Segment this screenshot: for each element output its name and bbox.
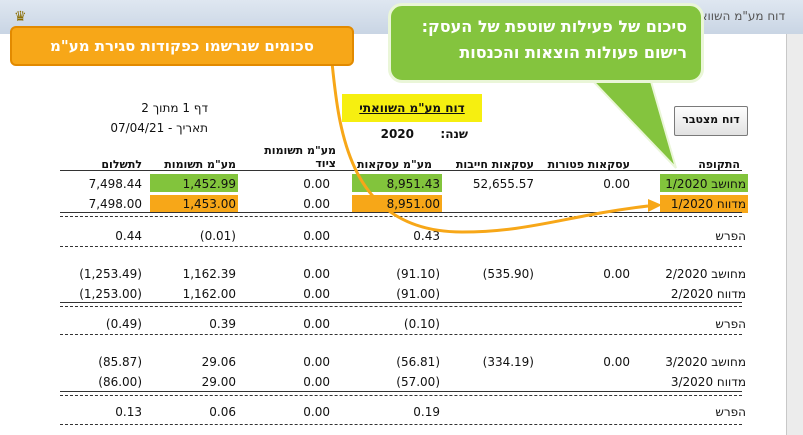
col-period: התקופה: [698, 158, 740, 171]
r2-calc-vat-sales: (91.10): [396, 267, 440, 281]
page-info: דף 1 מתוך 2: [141, 101, 208, 115]
r2-calc-vat-inputs: 1,162.39: [182, 267, 236, 281]
col-to-pay: לתשלום: [101, 158, 142, 171]
r1-diff-vat-inputs: (0.01): [199, 229, 236, 243]
r2-rep-vat-sales: (91.00): [396, 287, 440, 301]
r1-calc-vat-sales: 8,951.43: [386, 177, 440, 191]
r3-dash-bottom: [60, 424, 742, 425]
r3-calc-vat-sales: (56.81): [396, 355, 440, 369]
r2-rep-to-pay: (1,253.00): [79, 287, 142, 301]
r2-diff-to-pay: (0.49): [105, 317, 142, 331]
green-callout-line1: סיכום של פעילות שוטפת של העסק:: [421, 17, 687, 36]
r1-dash-bottom: [60, 246, 742, 247]
col-vat-inputs: מע"מ תשומות: [164, 158, 236, 171]
report-date: תאריך - 07/04/21: [110, 121, 208, 135]
window-title: דוח מע"מ השוואתי: [688, 9, 785, 23]
header-underline: [60, 170, 742, 171]
r3-rep-vat-inputs: 29.00: [201, 375, 236, 389]
r3-calc-exempt: 0.00: [603, 355, 630, 369]
r3-underline: [60, 391, 742, 392]
highlight-r1-period: [660, 174, 748, 192]
r2-calc-period: מחושב 2/2020: [665, 267, 746, 281]
r1-rep-vat-equipment: 0.00: [303, 197, 330, 211]
r1-rep-vat-sales: 8,951.00: [386, 197, 440, 211]
year-label: שנה:: [440, 127, 468, 141]
r1-calc-vat-inputs: 1,452.99: [182, 177, 236, 191]
green-callout-line2: רישום פעולות הוצאות והכנסות: [459, 43, 687, 62]
r2-diff-vat-inputs: 0.39: [209, 317, 236, 331]
r3-diff-label: הפרש: [715, 405, 746, 419]
r3-rep-period: מדווח 3/2020: [670, 375, 746, 389]
r2-calc-vat-equipment: 0.00: [303, 267, 330, 281]
r2-rep-period: מדווח 2/2020: [670, 287, 746, 301]
r1-dash-top: [60, 216, 742, 217]
app-icon: ♛: [14, 9, 27, 25]
r1-rep-to-pay: 7,498.00: [88, 197, 142, 211]
col-vat-equipment: מע"מ תשומות ציוד: [264, 144, 336, 170]
r3-calc-vat-equipment: 0.00: [303, 355, 330, 369]
r3-diff-vat-sales: 0.19: [413, 405, 440, 419]
r3-calc-period: מחושב 3/2020: [665, 355, 746, 369]
r2-underline: [60, 302, 742, 303]
r1-diff-vat-equipment: 0.00: [303, 229, 330, 243]
highlight-r1r-period: [660, 195, 748, 213]
year-value: 2020: [380, 127, 414, 141]
r2-calc-exempt: 0.00: [603, 267, 630, 281]
r1-calc-exempt: 0.00: [603, 177, 630, 191]
r3-rep-vat-sales: (57.00): [396, 375, 440, 389]
r1-calc-period: מחושב 1/2020: [665, 177, 746, 191]
cumulative-report-button[interactable]: דוח מצטבר: [674, 106, 748, 136]
r3-dash-top: [60, 395, 742, 396]
r1-calc-to-pay: 7,498.44: [88, 177, 142, 191]
r1-rep-period: מדווח 1/2020: [670, 197, 746, 211]
r2-diff-label: הפרש: [715, 317, 746, 331]
r2-dash-top: [60, 306, 742, 307]
r1-calc-vat-equipment: 0.00: [303, 177, 330, 191]
r2-rep-vat-inputs: 1,162.00: [182, 287, 236, 301]
r3-calc-vat-inputs: 29.06: [201, 355, 236, 369]
vertical-scrollbar[interactable]: [786, 34, 803, 435]
r1-rep-vat-inputs: 1,453.00: [182, 197, 236, 211]
highlight-r1-vat-inputs: [150, 174, 238, 192]
highlight-r1r-vat-inputs: [150, 195, 238, 213]
r3-calc-taxable: (334.19): [482, 355, 534, 369]
green-callout: סיכום של פעילות שוטפת של העסק: רישום פעו…: [388, 3, 704, 83]
r3-diff-to-pay: 0.13: [115, 405, 142, 419]
r2-rep-vat-equipment: 0.00: [303, 287, 330, 301]
r3-diff-vat-equipment: 0.00: [303, 405, 330, 419]
r2-diff-vat-equipment: 0.00: [303, 317, 330, 331]
r2-calc-taxable: (535.90): [482, 267, 534, 281]
r2-calc-to-pay: (1,253.49): [79, 267, 142, 281]
r2-diff-vat-sales: (0.10): [403, 317, 440, 331]
r3-calc-to-pay: (85.87): [98, 355, 142, 369]
r2-dash-bottom: [60, 334, 742, 335]
r1-diff-to-pay: 0.44: [115, 229, 142, 243]
r1-underline: [60, 212, 742, 213]
r1-calc-taxable: 52,655.57: [472, 177, 534, 191]
r3-rep-to-pay: (86.00): [98, 375, 142, 389]
r3-rep-vat-equipment: 0.00: [303, 375, 330, 389]
report-title: דוח מע"מ השוואתי: [342, 94, 482, 122]
r3-diff-vat-inputs: 0.06: [209, 405, 236, 419]
r1-diff-vat-sales: 0.43: [413, 229, 440, 243]
orange-callout: סכומים שנרשמו כפקודות סגירת מע"מ: [10, 26, 354, 66]
r1-diff-label: הפרש: [715, 229, 746, 243]
